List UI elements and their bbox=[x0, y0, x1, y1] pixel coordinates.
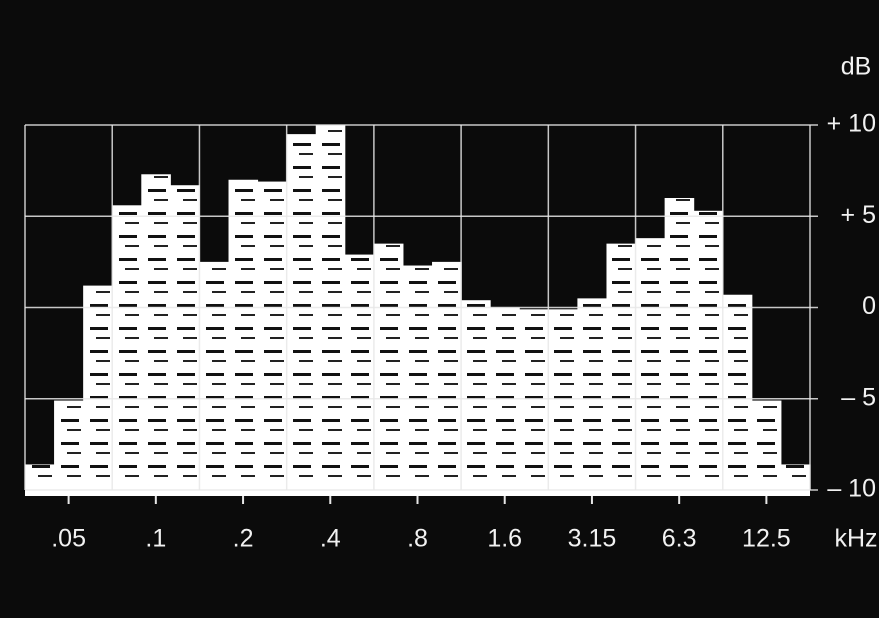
bar bbox=[373, 243, 404, 490]
x-tick-label: 12.5 bbox=[742, 525, 791, 553]
bar bbox=[170, 185, 200, 490]
bar bbox=[577, 298, 607, 490]
bar bbox=[286, 134, 317, 490]
bar bbox=[664, 198, 695, 490]
bar bbox=[606, 243, 637, 490]
base-strip bbox=[25, 488, 810, 496]
bar bbox=[228, 179, 259, 490]
x-tick-label: 1.6 bbox=[487, 525, 522, 553]
y-axis-unit: dB bbox=[841, 53, 872, 81]
x-tick-label: .4 bbox=[320, 525, 341, 553]
y-tick-label: – 5 bbox=[841, 383, 876, 411]
y-tick-label: 0 bbox=[862, 292, 876, 320]
bar bbox=[780, 464, 811, 490]
x-tick-label: .05 bbox=[51, 525, 86, 553]
y-tick-label: – 10 bbox=[827, 475, 876, 503]
bar bbox=[461, 300, 491, 490]
bar bbox=[25, 464, 55, 490]
x-tick-label: .1 bbox=[145, 525, 166, 553]
bar bbox=[257, 181, 288, 490]
x-axis-unit: kHz bbox=[834, 525, 877, 553]
bar bbox=[402, 265, 433, 490]
bar bbox=[635, 238, 666, 490]
bar bbox=[432, 261, 462, 490]
bar bbox=[519, 309, 549, 490]
bar bbox=[693, 210, 724, 490]
bar bbox=[751, 400, 782, 490]
y-tick-label: + 5 bbox=[841, 201, 876, 229]
x-tick-label: 6.3 bbox=[662, 525, 697, 553]
bar bbox=[344, 254, 375, 490]
y-tick-label: + 10 bbox=[827, 110, 876, 138]
bar bbox=[722, 294, 753, 490]
bar bbox=[141, 174, 171, 490]
bar bbox=[199, 261, 230, 490]
bar bbox=[548, 309, 578, 490]
x-tick-label: .2 bbox=[233, 525, 254, 553]
bar bbox=[112, 205, 142, 491]
x-tick-label: 3.15 bbox=[568, 525, 617, 553]
x-tick-label: .8 bbox=[407, 525, 428, 553]
bar bbox=[54, 400, 84, 490]
bar bbox=[83, 285, 113, 490]
